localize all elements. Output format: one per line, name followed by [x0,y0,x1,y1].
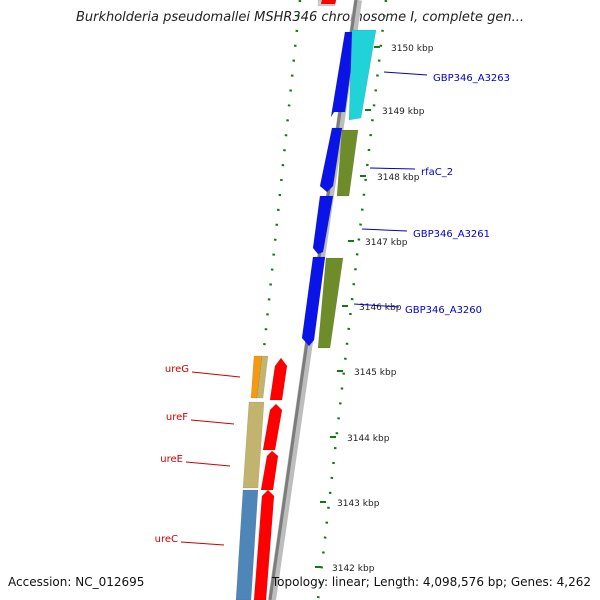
gene-label-leader [361,228,408,232]
scale-tick-label: 3149 kbp [382,107,425,117]
gene-label-leader [185,461,231,467]
gene-label-leader [383,71,428,76]
gene-label-leader [190,419,235,425]
cds-block [301,256,326,347]
scale-tick-label: 3148 kbp [377,173,420,183]
cds-block [319,127,343,193]
gene-label-right[interactable]: rfaC_2 [421,167,453,178]
dotted-guide-line [316,0,388,600]
cds-block [336,129,359,197]
scale-tick-label: 3150 kbp [391,44,434,54]
gene-label-right[interactable]: GBP346_A3263 [433,73,510,84]
cds-block [320,0,337,5]
cds-block [253,489,275,600]
map-title: Burkholderia pseudomallei MSHR346 chromo… [75,10,525,25]
cds-block [260,450,279,491]
gene-label-leader [353,303,400,308]
gene-label-left[interactable]: ureF [166,412,188,423]
gene-labels-left: ureG ureF ureE ureC [155,364,241,546]
cds-block [242,401,265,489]
scale-tick-label: 3144 kbp [347,434,390,444]
cds-block [312,195,334,255]
topology-text: Topology: linear; Length: 4,098,576 bp; … [271,575,591,589]
scale-tick-label: 3147 kbp [365,238,408,248]
cds-block [348,29,377,121]
scale-tick-label: 3143 kbp [337,499,380,509]
gene-label-right[interactable]: GBP346_A3260 [405,305,482,316]
accession-text: Accession: NC_012695 [8,575,145,589]
cds-block [317,257,344,349]
scale-tick-label: 3142 kbp [332,564,375,574]
dotted-guides [236,0,388,600]
cds-block [262,403,283,451]
gene-features [235,0,377,600]
dotted-guide-line [236,0,302,600]
gene-label-leader [180,541,225,546]
gene-label-leader [191,371,241,378]
gene-label-left[interactable]: ureC [155,534,178,545]
scale-tick-label: 3146 kbp [359,303,402,313]
scale-ticks: 3150 kbp 3149 kbp 3148 kbp 3147 kbp 3146 kbp… [315,44,434,574]
gene-label-left[interactable]: ureG [165,364,189,375]
gene-labels-right: GBP346_A3263 rfaC_2 GBP346_A3261 GBP346_A32… [353,71,510,316]
gene-label-left[interactable]: ureE [160,454,183,465]
cds-block [269,357,288,401]
gene-label-leader [369,167,416,170]
cds-block [235,489,259,600]
scale-tick-label: 3145 kbp [354,368,397,378]
cds-block [256,355,269,399]
gene-label-right[interactable]: GBP346_A3261 [413,229,490,240]
